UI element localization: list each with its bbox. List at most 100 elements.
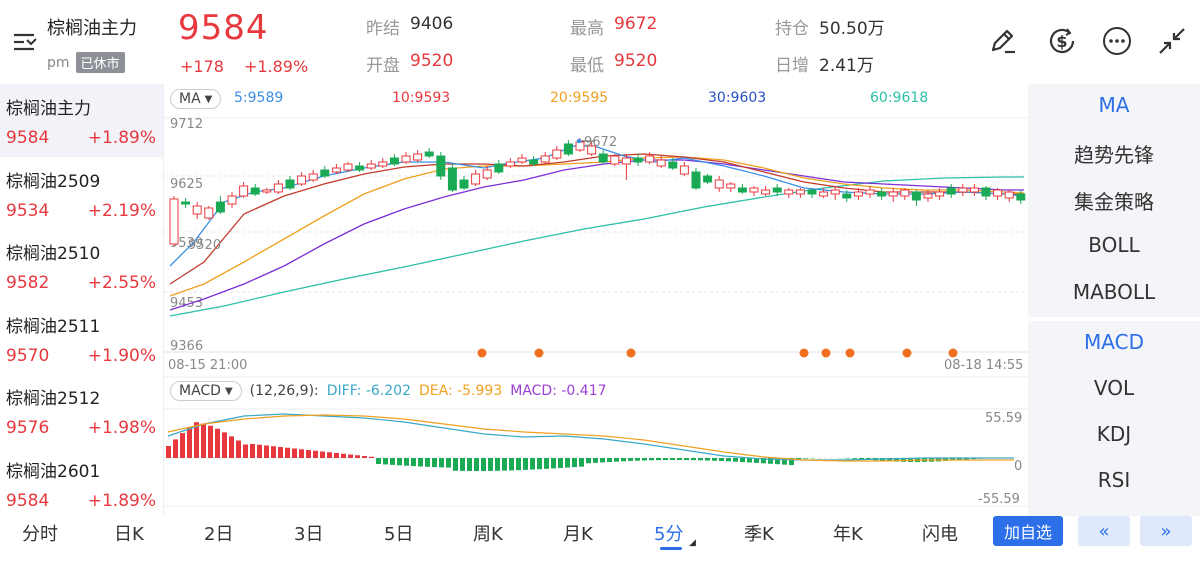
- indicator-rsi[interactable]: RSI: [1097, 468, 1131, 492]
- contract-price: 9582: [6, 273, 50, 293]
- contract-change: +1.89%: [87, 128, 156, 148]
- stat-value: 9520: [614, 51, 658, 71]
- dea-line: [167, 414, 1014, 462]
- contract-name: 棕榈油2512: [6, 389, 101, 409]
- period-tab[interactable]: 年K: [833, 524, 863, 545]
- contract-name: 棕榈油2510: [6, 244, 101, 264]
- stat-value: 2.41万: [819, 56, 874, 76]
- contract-change: +2.19%: [87, 200, 156, 221]
- period-tab[interactable]: 季K: [744, 524, 774, 545]
- contract-item[interactable]: 棕榈油2601 9584 +1.89%: [0, 447, 163, 520]
- price-grid: [164, 175, 1029, 293]
- change-percent: +1.89%: [243, 57, 309, 76]
- high-marker-dot: [576, 138, 582, 144]
- period-dropdown-icon[interactable]: ◢: [689, 538, 696, 548]
- y-label: 9625: [170, 177, 203, 192]
- indicator-maboll[interactable]: MABOLL: [1072, 280, 1156, 304]
- stat-high: 最高 9672: [570, 14, 657, 39]
- dropdown-triangle-icon: ▼: [224, 385, 233, 397]
- currency-icon[interactable]: $: [1045, 24, 1079, 58]
- macd-histogram: [166, 422, 1004, 471]
- period-tab[interactable]: 闪电: [922, 524, 958, 545]
- ma30-line: [169, 159, 1024, 311]
- stat-label: 持仓: [775, 19, 809, 39]
- low-marker-label: 9520: [188, 238, 221, 253]
- last-price: 9584: [178, 8, 269, 48]
- stat-oi-change: 日增 2.41万: [775, 51, 874, 76]
- sub-indicator-selector[interactable]: MACD ▼: [170, 381, 242, 401]
- stat-value: 50.50万: [819, 19, 885, 39]
- contract-change: +1.98%: [87, 418, 156, 438]
- contract-item[interactable]: 棕榈油主力 9584 +1.89%: [0, 84, 163, 157]
- ma30-value: 30:9603: [708, 90, 767, 106]
- time-start-label: 08-15 21:00: [168, 358, 247, 373]
- shrink-icon[interactable]: [1155, 24, 1189, 58]
- stat-label: 最高: [570, 19, 604, 39]
- active-period-underline: [660, 547, 682, 550]
- contract-price: 9584: [6, 128, 50, 148]
- more-icon[interactable]: [1100, 24, 1134, 58]
- contract-item[interactable]: 棕榈油2512 9576 +1.98%: [0, 374, 163, 447]
- kline-chart-area[interactable]: MA ▼ 5:9589 10:9593 20:9595 30:9603 60:9…: [163, 84, 1029, 516]
- indicator-divider: [1028, 317, 1200, 321]
- draw-icon[interactable]: [985, 24, 1019, 58]
- period-tab[interactable]: 日K: [114, 524, 144, 545]
- contract-price: 9576: [6, 418, 50, 438]
- macd-y-label: 0: [1014, 459, 1022, 474]
- contract-change: +2.55%: [87, 273, 156, 293]
- indicator-name: MACD: [179, 383, 221, 399]
- ma5-value: 5:9589: [234, 90, 284, 106]
- macd-value: MACD: -0.417: [510, 383, 607, 399]
- period-tab[interactable]: 月K: [563, 524, 593, 545]
- period-tab-active[interactable]: 5分: [654, 524, 684, 545]
- candlesticks: [169, 138, 1026, 246]
- stat-prev-settle: 昨结 9406: [366, 14, 453, 39]
- contract-item[interactable]: 棕榈油2509 9534 +2.19%: [0, 157, 163, 230]
- macd-diff: DIFF: -6.202: [326, 383, 411, 399]
- main-indicator-selector[interactable]: MA ▼: [170, 89, 222, 109]
- indicator-trend[interactable]: 趋势先锋: [1074, 143, 1154, 167]
- indicator-name: MA: [179, 91, 201, 107]
- indicator-kdj[interactable]: KDJ: [1096, 422, 1132, 446]
- indicator-boll[interactable]: BOLL: [1088, 233, 1140, 257]
- stat-low: 最低 9520: [570, 51, 657, 76]
- ma60-value: 60:9618: [870, 90, 929, 106]
- stat-open-interest: 持仓 50.50万: [775, 14, 885, 39]
- change-value: +178: [180, 57, 224, 76]
- ma60-line: [169, 176, 1024, 317]
- ma-legend: MA ▼: [170, 89, 222, 109]
- ma20-value: 20:9595: [550, 90, 609, 106]
- contract-change: +1.90%: [87, 345, 156, 366]
- next-button[interactable]: »: [1140, 516, 1192, 546]
- contract-item[interactable]: 棕榈油2511 9570 +1.90%: [0, 302, 163, 375]
- contract-title[interactable]: 棕榈油主力: [47, 18, 137, 39]
- time-end-label: 08-18 14:55: [944, 358, 1023, 373]
- period-tab[interactable]: 5日: [384, 524, 414, 545]
- contract-item[interactable]: 棕榈油2510 9582 +2.55%: [0, 229, 163, 302]
- ma10-value: 10:9593: [392, 90, 451, 106]
- indicator-ma[interactable]: MA: [1098, 93, 1130, 117]
- period-tab[interactable]: 周K: [473, 524, 503, 545]
- contract-price: 9534: [6, 200, 50, 221]
- stat-label: 昨结: [366, 19, 400, 39]
- high-marker-label: 9672: [584, 135, 617, 150]
- menu-sort-icon[interactable]: [12, 30, 40, 54]
- indicator-strategy[interactable]: 集金策略: [1074, 190, 1154, 214]
- y-label: 9366: [170, 339, 203, 354]
- macd-y-label: -55.59: [978, 492, 1020, 507]
- price-change: +178 +1.89%: [180, 57, 308, 76]
- quote-header: 棕榈油主力 pm 已休市 9584 +178 +1.89% 昨结 9406 开盘…: [0, 0, 1200, 84]
- prev-button[interactable]: «: [1078, 516, 1130, 546]
- add-watchlist-button[interactable]: 加自选: [993, 516, 1063, 546]
- period-tab[interactable]: 3日: [294, 524, 324, 545]
- contract-price: 9584: [6, 490, 50, 511]
- y-label: 9712: [170, 117, 203, 132]
- period-tab[interactable]: 2日: [204, 524, 234, 545]
- contract-name: 棕榈油2601: [6, 461, 101, 482]
- period-tab[interactable]: 分时: [22, 524, 58, 545]
- ma5-line: [169, 145, 1025, 267]
- contract-list: 棕榈油主力 9584 +1.89% 棕榈油2509 9534 +2.19% 棕榈…: [0, 84, 163, 516]
- stat-value: 9672: [614, 14, 658, 34]
- indicator-vol[interactable]: VOL: [1093, 376, 1135, 400]
- indicator-macd[interactable]: MACD: [1084, 330, 1144, 354]
